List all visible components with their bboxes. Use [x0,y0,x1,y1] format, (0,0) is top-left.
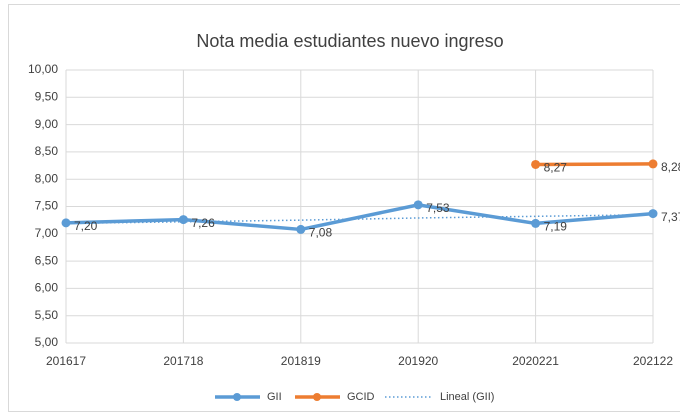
marker [531,218,541,228]
x-tick-label: 201819 [281,354,321,368]
y-tick-label: 6,00 [35,281,59,295]
series-line [65,203,654,232]
data-label: 7,19 [544,220,568,234]
legend-marker [233,393,241,401]
legend-label: Lineal (GII) [440,391,494,403]
marker [648,209,658,219]
marker [61,218,71,228]
marker [178,215,188,225]
y-tick-label: 8,00 [35,171,59,185]
data-label: 7,37 [661,210,680,224]
y-tick-label: 7,00 [35,226,59,240]
y-tick-label: 9,00 [35,117,59,131]
y-tick-label: 6,50 [35,253,59,267]
data-label: 8,27 [544,161,568,175]
y-tick-label: 10,00 [28,62,58,76]
data-label: 7,20 [74,219,98,233]
marker [531,159,541,169]
x-tick-label: 2020221 [512,354,559,368]
data-label: 7,26 [191,216,215,230]
data-label: 7,08 [309,226,333,240]
series-line [535,162,654,167]
y-tick-label: 7,50 [35,199,59,213]
x-tick-label: 201718 [163,354,203,368]
legend-label: GII [267,391,282,403]
x-tick-label: 201920 [398,354,438,368]
chart-title: Nota media estudiantes nuevo ingreso [196,31,503,51]
marker [296,224,306,234]
trend-line [65,213,654,225]
y-tick-label: 5,00 [35,335,59,349]
marker [648,159,658,169]
y-tick-label: 8,50 [35,144,59,158]
marker [413,200,423,210]
data-label: 8,28 [661,160,680,174]
legend-label: GCID [347,391,375,403]
y-tick-label: 5,50 [35,308,59,322]
data-label: 7,53 [426,201,450,215]
legend-marker [313,393,321,401]
x-tick-label: 202122 [633,354,673,368]
chart-border [8,4,680,412]
x-tick-label: 201617 [46,354,86,368]
y-tick-label: 9,50 [35,89,59,103]
